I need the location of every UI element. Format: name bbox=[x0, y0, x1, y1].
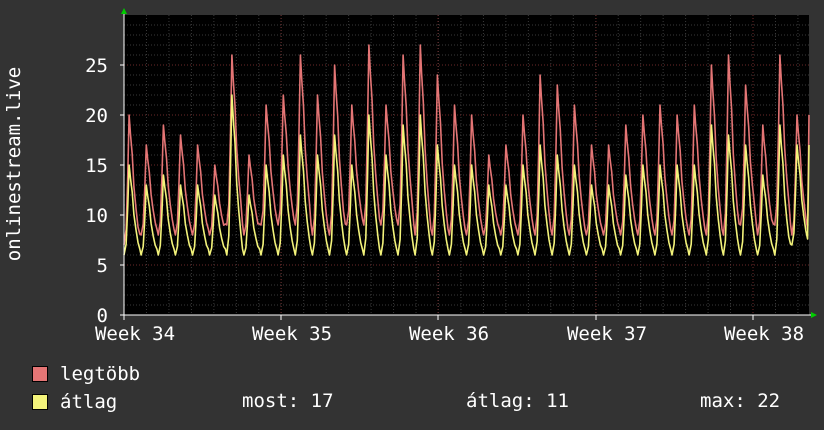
x-tick-label: Week 34 bbox=[95, 323, 175, 345]
legend-item-legtobb: legtöbb bbox=[32, 363, 140, 385]
y-tick-label: 15 bbox=[85, 155, 108, 177]
legend-swatch-atlag bbox=[32, 394, 48, 410]
x-tick-label: Week 38 bbox=[724, 323, 804, 345]
legend-label-legtobb: legtöbb bbox=[60, 363, 141, 385]
legend-swatch-legtobb bbox=[32, 366, 48, 382]
stat-atlag: átlag: 11 bbox=[466, 390, 569, 412]
x-tick-label: Week 36 bbox=[409, 323, 489, 345]
legend-label-atlag: átlag bbox=[60, 391, 118, 413]
stat-max-value: 22 bbox=[757, 390, 781, 412]
x-tick-label: Week 37 bbox=[567, 323, 647, 345]
y-axis-label: onlinestream.live bbox=[3, 67, 25, 261]
x-tick-labels: Week 34 Week 35 Week 36 Week 37 Week 38 bbox=[95, 315, 804, 345]
y-tick-label: 20 bbox=[85, 105, 108, 127]
stat-most-value: 17 bbox=[310, 390, 334, 412]
stat-atlag-value: 11 bbox=[546, 390, 569, 412]
y-tick-labels: 0 5 10 15 20 25 bbox=[85, 55, 124, 327]
stat-atlag-label: átlag: bbox=[466, 390, 535, 412]
legend-item-atlag: átlag bbox=[32, 391, 117, 413]
y-tick-label: 10 bbox=[85, 205, 108, 227]
stat-most-label: most: bbox=[242, 390, 300, 412]
y-tick-label: 5 bbox=[97, 255, 108, 277]
y-axis-arrow bbox=[121, 8, 127, 14]
stat-most: most: 17 bbox=[242, 390, 334, 412]
series-line-0 bbox=[123, 44, 810, 246]
y-tick-label: 0 bbox=[97, 305, 108, 327]
stat-max: max: 22 bbox=[700, 390, 780, 412]
x-axis-arrow bbox=[811, 312, 817, 318]
x-tick-label: Week 35 bbox=[252, 323, 332, 345]
y-tick-label: 25 bbox=[85, 55, 108, 77]
series-line-1 bbox=[123, 94, 810, 256]
stat-max-label: max: bbox=[700, 390, 746, 412]
series-layer bbox=[123, 44, 810, 256]
